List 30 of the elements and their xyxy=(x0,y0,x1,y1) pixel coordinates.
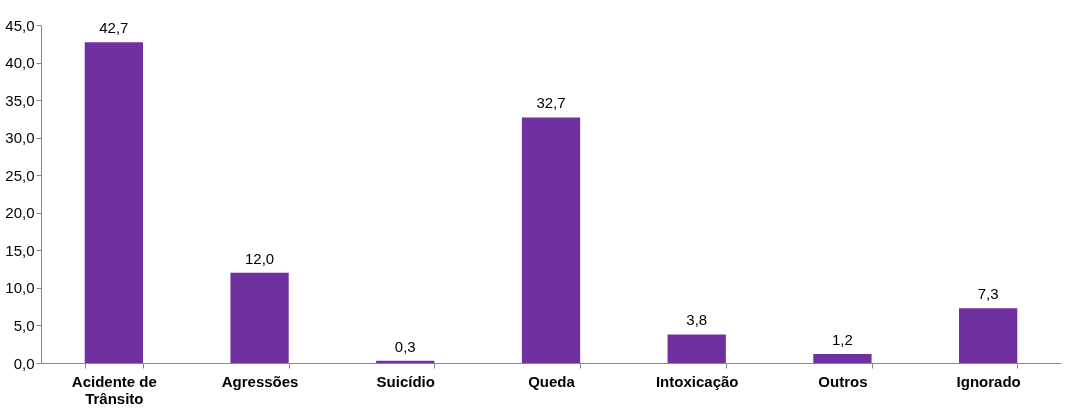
x-tick-label: Outros xyxy=(818,372,868,390)
y-tick-label: 10,0 xyxy=(5,279,35,297)
y-tick-label: 5,0 xyxy=(13,316,35,334)
x-tick-label: Ignorado xyxy=(956,372,1021,390)
y-tick-label: 45,0 xyxy=(5,16,35,34)
bar xyxy=(230,272,289,363)
y-tick-label: 20,0 xyxy=(5,204,35,222)
data-label: 0,3 xyxy=(394,337,416,355)
data-label: 32,7 xyxy=(536,94,566,112)
x-tick-label: Suicídio xyxy=(376,372,435,390)
y-tick-label: 25,0 xyxy=(5,166,35,184)
x-tick-label: Agressões xyxy=(221,372,299,390)
y-tick-label: 30,0 xyxy=(5,129,35,147)
x-tick-label: Queda xyxy=(528,372,576,390)
y-tick-label: 0,0 xyxy=(13,354,35,372)
bar xyxy=(521,117,581,363)
y-tick-label: 15,0 xyxy=(5,241,35,259)
data-label: 3,8 xyxy=(686,311,708,329)
bar xyxy=(959,308,1018,363)
data-label: 1,2 xyxy=(832,330,853,348)
y-tick-label: 40,0 xyxy=(5,54,35,72)
y-tick-label: 35,0 xyxy=(5,91,35,109)
bar xyxy=(667,334,726,363)
data-label: 42,7 xyxy=(99,19,129,37)
x-tick-label: Acidente de Trânsito xyxy=(71,372,157,407)
x-tick-label: Intoxicação xyxy=(655,372,739,390)
bar xyxy=(813,353,872,363)
bar xyxy=(84,42,143,363)
data-label: 12,0 xyxy=(244,249,275,267)
data-label: 7,3 xyxy=(977,285,999,303)
